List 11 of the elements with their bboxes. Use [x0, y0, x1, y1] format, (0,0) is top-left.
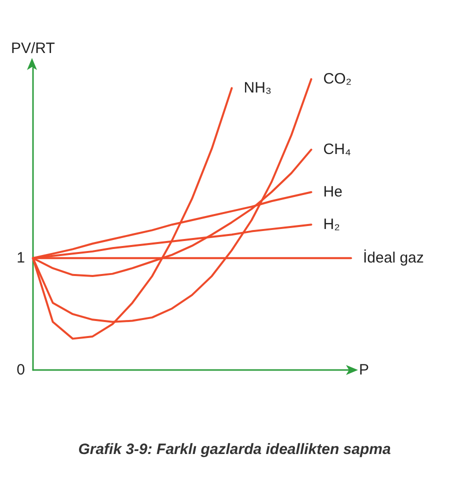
y-tick-label: 1 — [16, 250, 25, 267]
series-label: CH₄ — [323, 141, 352, 158]
y-tick-label: 0 — [16, 362, 25, 378]
x-axis-title: P — [359, 362, 370, 378]
series-label: İdeal gaz — [363, 248, 424, 267]
text: Grafik 3-9: Farklı gazlarda ideallikten sapma — [78, 441, 391, 458]
series-label: CO₂ — [323, 70, 352, 88]
series-label: He — [323, 184, 342, 201]
series-label: NH₃ — [244, 80, 272, 97]
y-axis-title: PV/RT — [11, 40, 55, 57]
series-label: H₂ — [323, 216, 340, 234]
